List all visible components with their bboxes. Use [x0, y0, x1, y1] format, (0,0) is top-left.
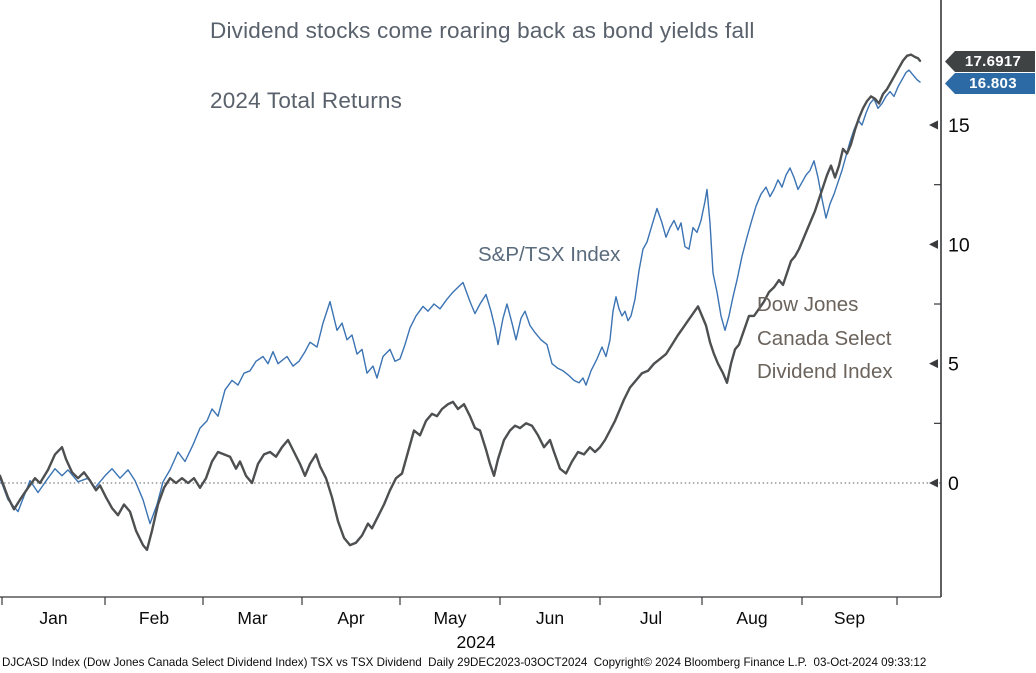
series-label-dow-jones-line3: Dividend Index — [757, 360, 893, 383]
y-tick-label: 0 — [948, 473, 959, 495]
series-label-dow-jones-line1: Dow Jones — [757, 293, 859, 316]
series-label-sp-tsx: S&P/TSX Index — [478, 243, 621, 266]
y-tick-label: 10 — [948, 234, 970, 256]
y-tick-label: 15 — [948, 115, 970, 137]
series-line-dividend-index — [0, 53, 922, 551]
chart-subtitle: 2024 Total Returns — [210, 88, 403, 113]
x-month-label: Sep — [834, 608, 865, 628]
last-value-badge-dividend-index: 17.6917 — [945, 51, 1035, 72]
last-value-badge-sp-tsx: 16.803 — [945, 73, 1035, 94]
y-tick-arrow — [929, 239, 938, 249]
page-title: Dividend stocks come roaring back as bon… — [210, 18, 755, 43]
series-label-dow-jones-line2: Canada Select — [757, 326, 892, 350]
y-tick-label: 5 — [948, 354, 959, 376]
series-line-sp-tsx — [0, 69, 921, 525]
y-tick-arrow — [929, 359, 938, 369]
x-month-label: Feb — [139, 608, 169, 628]
footer-source-line: DJCASD Index (Dow Jones Canada Select Di… — [2, 656, 927, 669]
chart-svg: 0 5 10 15 Jan Feb Mar Apr May Jun Jul Aug Sep 2024 — [0, 0, 970, 652]
x-month-label: Jun — [536, 608, 564, 628]
x-month-label: Apr — [337, 608, 364, 628]
x-month-label: Mar — [237, 608, 267, 628]
y-tick-arrow — [929, 120, 938, 130]
x-month-label: Aug — [736, 608, 767, 628]
x-month-label: Jul — [640, 608, 662, 628]
x-month-label: Jan — [39, 608, 67, 628]
series-label-dow-jones: Dow Jones Canada Select Dividend Index — [757, 288, 893, 389]
y-tick-arrow — [929, 478, 938, 488]
x-year-label: 2024 — [457, 632, 496, 652]
x-month-label: May — [433, 608, 466, 628]
